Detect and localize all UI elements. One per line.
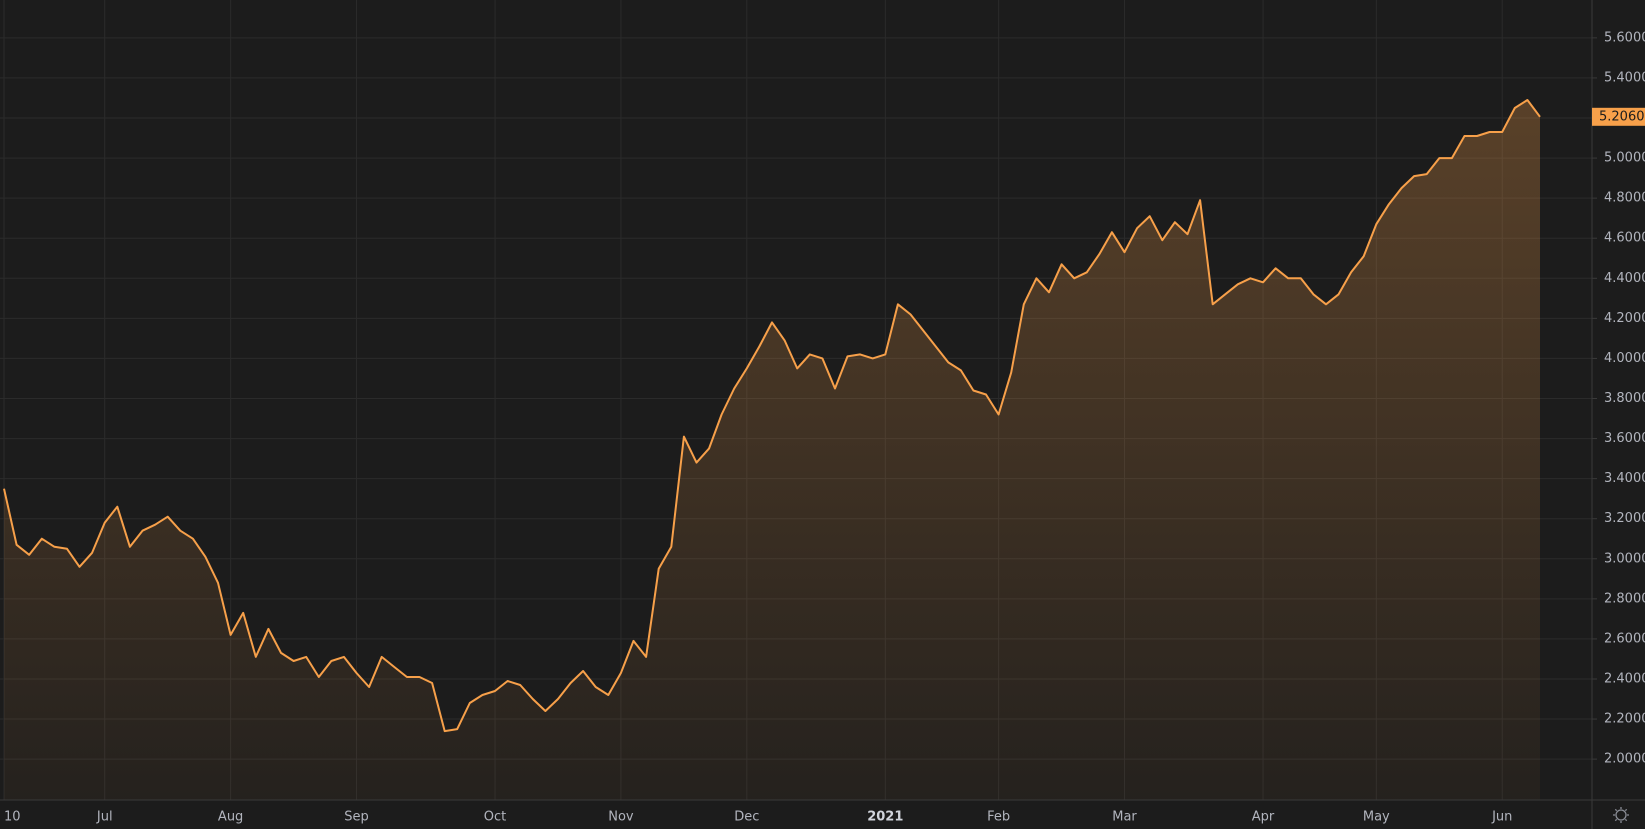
gear-ring [1615,809,1627,821]
last-price-label: 5.2060 [1599,109,1645,124]
y-tick-label: 4.0000 [1604,351,1645,366]
y-tick-label: 2.8000 [1604,591,1645,606]
x-tick-label: 2021 [867,810,903,825]
x-tick-label: Jun [1491,810,1512,825]
x-tick-label: Dec [734,810,759,825]
y-tick-label: 2.4000 [1604,671,1645,686]
y-tick-label: 3.6000 [1604,431,1645,446]
y-tick-label: 2.6000 [1604,631,1645,646]
x-tick-label: Oct [484,810,506,825]
settings-icon[interactable] [1613,807,1629,823]
area-fill [4,100,1540,800]
y-tick-label: 3.0000 [1604,551,1645,566]
y-tick-label: 5.4000 [1604,70,1645,85]
x-tick-label: Nov [608,810,634,825]
y-tick-label: 4.4000 [1604,271,1645,286]
x-tick-label: Mar [1112,810,1137,825]
y-tick-label: 2.2000 [1604,712,1645,727]
x-tick-label: 10 [4,810,21,825]
last-price-tag [1592,107,1645,126]
x-tick-label: Feb [987,810,1010,825]
y-tick-label: 4.6000 [1604,231,1645,246]
x-tick-label: Sep [344,810,369,825]
y-tick-label: 3.4000 [1604,471,1645,486]
gear-teeth [1613,807,1629,823]
y-tick-label: 4.8000 [1604,191,1645,206]
y-tick-label: 5.0000 [1604,151,1645,166]
y-tick-label: 5.6000 [1604,30,1645,45]
x-tick-label: May [1363,810,1390,825]
x-tick-label: Apr [1252,810,1275,825]
y-tick-label: 2.0000 [1604,752,1645,767]
x-tick-label: Aug [218,810,243,825]
price-line [3,99,1541,733]
y-tick-label: 4.2000 [1604,311,1645,326]
y-tick-label: 3.2000 [1604,511,1645,526]
plot [3,99,1541,800]
x-tick-label: Jul [96,810,113,825]
axes: 2.0000 2.2000 2.4000 2.6000 2.8000 3.0000 3.20… [4,30,1645,825]
y-tick-label: 3.8000 [1604,391,1645,406]
